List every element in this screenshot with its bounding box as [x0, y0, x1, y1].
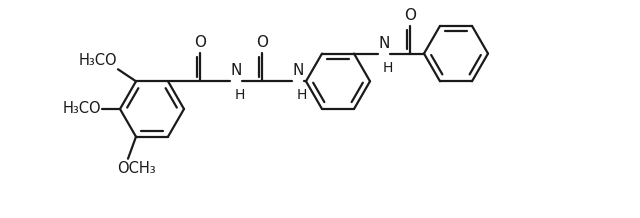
Text: H: H: [383, 61, 394, 75]
Text: O: O: [256, 35, 268, 50]
Text: N: N: [293, 63, 305, 78]
Text: O: O: [194, 35, 206, 50]
Text: H₃CO: H₃CO: [78, 53, 117, 68]
Text: OCH₃: OCH₃: [116, 161, 156, 176]
Text: N: N: [379, 36, 390, 51]
Text: O: O: [404, 8, 416, 23]
Text: N: N: [231, 63, 243, 78]
Text: H₃CO: H₃CO: [62, 102, 101, 116]
Text: H: H: [235, 88, 245, 102]
Text: H: H: [297, 88, 307, 102]
